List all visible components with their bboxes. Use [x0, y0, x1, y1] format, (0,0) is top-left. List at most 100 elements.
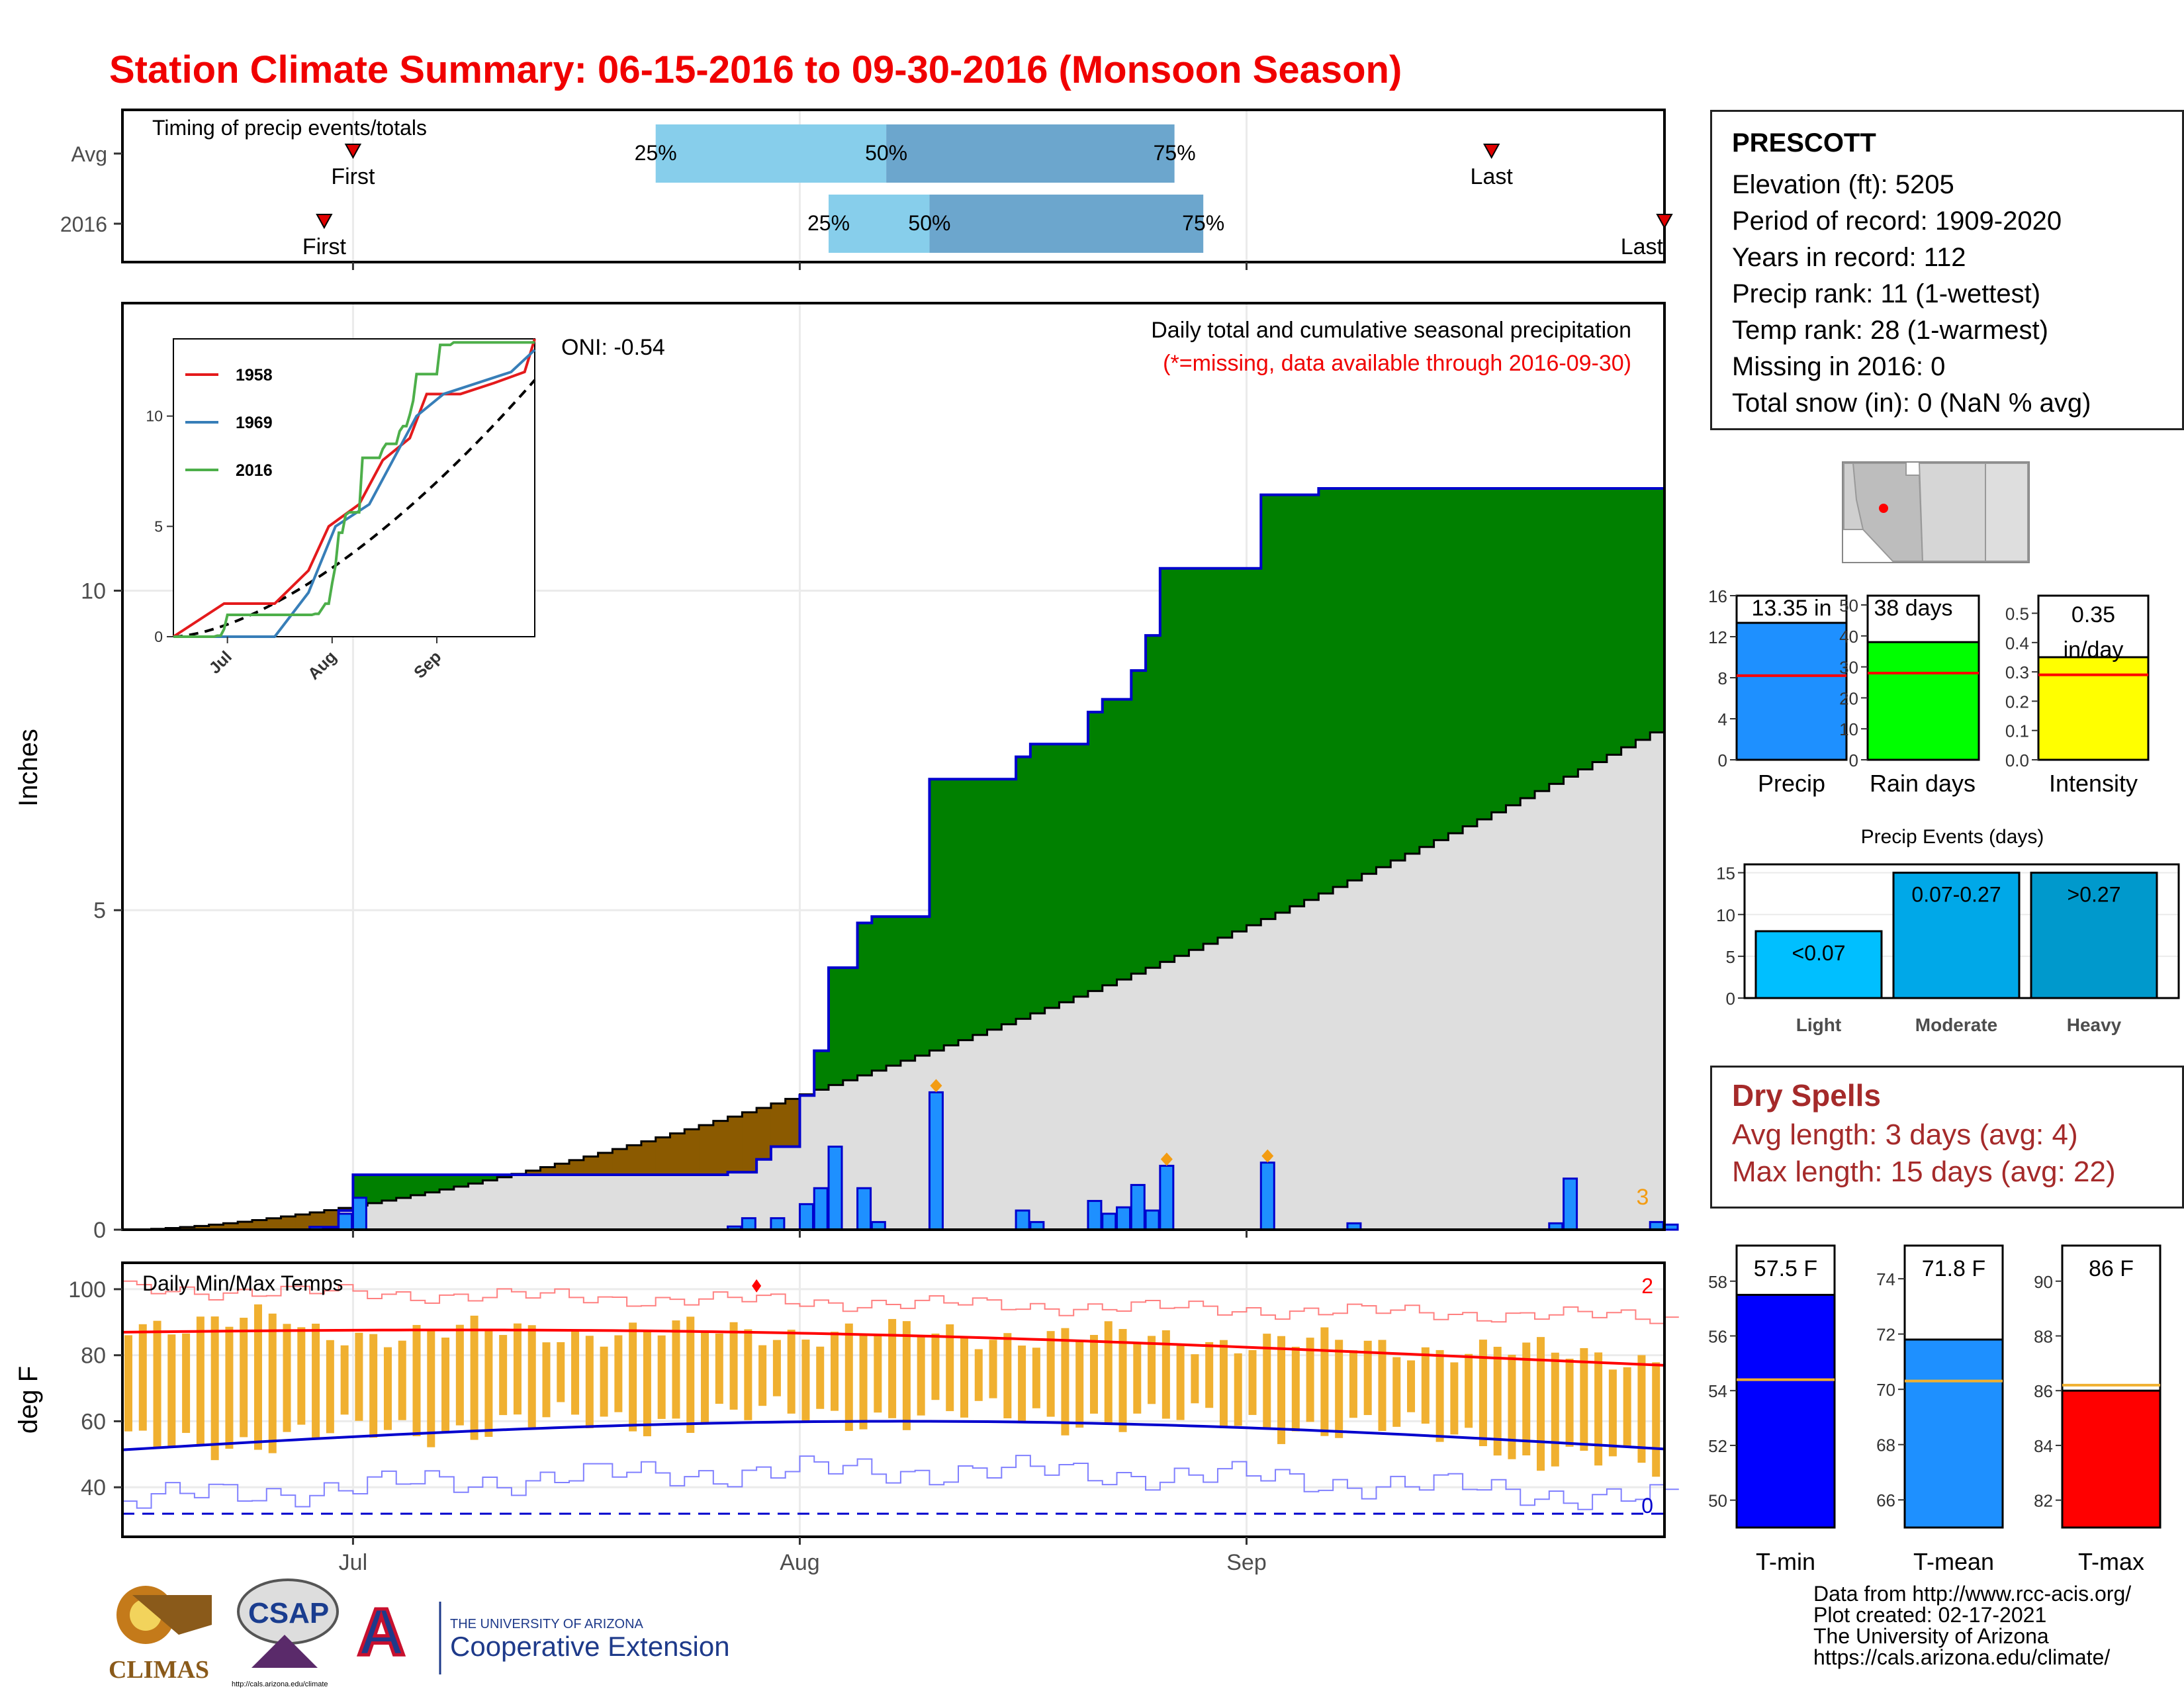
station-location-dot: [1879, 504, 1888, 513]
daily-temp-bar: [831, 1332, 839, 1410]
temp-bar-0-tick-label: 54: [1708, 1381, 1727, 1401]
precip-surplus-segment: [1304, 495, 1319, 900]
precip-surplus-segment: [814, 1051, 829, 1090]
precip-surplus-segment: [858, 923, 872, 1075]
daily-temp-bar: [427, 1330, 435, 1447]
precip-surplus-segment: [382, 1175, 396, 1201]
precip-bar-1-tick-label: 10: [1839, 719, 1858, 739]
precip-event-category-label: Moderate: [1915, 1015, 1997, 1035]
daily-temp-bar: [1594, 1352, 1602, 1465]
timing-q25-label: 25%: [635, 141, 677, 165]
precip-surplus-segment: [1001, 779, 1016, 1024]
temp-bar-0-tick-label: 56: [1708, 1326, 1727, 1346]
temp-bar-2-tick-label: 88: [2034, 1326, 2053, 1346]
daily-temp-bar: [1392, 1357, 1400, 1427]
daily-temp-bar: [1119, 1329, 1127, 1432]
precip-surplus-segment: [1073, 744, 1088, 997]
intensity-unit-label: in/day: [2064, 637, 2124, 663]
daily-temp-bar: [600, 1347, 608, 1417]
inset-y-tick-label: 0: [154, 628, 163, 645]
temp-bar-1-bar: [1905, 1340, 2003, 1528]
precip-deficit-segment: [771, 1103, 786, 1146]
inset-frame: [173, 339, 535, 637]
precip-surplus-segment: [367, 1175, 382, 1203]
precip-surplus-segment: [1290, 495, 1304, 907]
temp-bar-1-tick-label: 70: [1876, 1380, 1895, 1400]
precip-bar-1-tick-label: 50: [1839, 596, 1858, 616]
daily-temp-bar: [1249, 1350, 1257, 1415]
temp-bar-2-tick-label: 90: [2034, 1272, 2053, 1292]
daily-precip-bar: [858, 1188, 871, 1230]
dry-spells-max: Max length: 15 days (avg: 22): [1732, 1154, 2162, 1191]
daily-precip-bar: [742, 1218, 755, 1230]
daily-temp-bar: [1465, 1354, 1473, 1428]
precip-surplus-segment: [1347, 488, 1362, 880]
daily-temp-bar: [758, 1346, 766, 1406]
daily-temp-bar: [931, 1334, 939, 1400]
precip-surplus-segment: [829, 968, 843, 1085]
daily-temp-bar: [557, 1342, 565, 1402]
station-years: Years in record: 112: [1732, 240, 2162, 276]
daily-temp-bar: [355, 1333, 363, 1421]
daily-precip-bar: [799, 1204, 813, 1230]
daily-temp-bar: [1551, 1353, 1559, 1467]
timing-title: Timing of precip events/totals: [152, 116, 427, 140]
credits: Data from http://www.rcc-acis.org/ Plot …: [1813, 1583, 2131, 1668]
daily-temp-bar: [874, 1334, 882, 1412]
precip-surplus-segment: [1218, 569, 1232, 938]
csap-text: CSAP: [248, 1597, 329, 1629]
precip-surplus-segment: [1564, 488, 1578, 777]
timing-q50-label: 50%: [908, 211, 950, 235]
csap-url: http://cals.arizona.edu/climate: [232, 1680, 328, 1688]
precip-deficit-segment: [252, 1220, 267, 1230]
precip-surplus-segment: [1275, 495, 1290, 913]
precip-bar-1-tick-label: 30: [1839, 658, 1858, 678]
precip-surplus-segment: [411, 1175, 426, 1195]
ua-big-text: Cooperative Extension: [450, 1631, 730, 1662]
daily-temp-bar: [1133, 1343, 1141, 1414]
timing-row-label: 2016: [60, 212, 107, 236]
precip-surplus-segment: [1203, 569, 1218, 944]
daily-temp-bar: [283, 1324, 291, 1432]
daily-temp-bar: [629, 1322, 637, 1431]
daily-temp-bar: [801, 1340, 809, 1422]
daily-temp-bar: [1479, 1340, 1487, 1446]
precip-surplus-segment: [396, 1175, 411, 1198]
station-name: PRESCOTT: [1732, 125, 2162, 161]
precip-deficit-segment: [641, 1142, 656, 1175]
precip-surplus-segment: [1477, 488, 1492, 819]
precip-surplus-segment: [1131, 670, 1146, 974]
map-texas: [1985, 463, 2028, 561]
inset-legend-label: 1969: [236, 414, 273, 432]
station-precip-rank: Precip rank: 11 (1-wettest): [1732, 276, 2162, 312]
precip-deficit-segment: [742, 1113, 756, 1172]
precip-surplus-segment: [1261, 495, 1275, 919]
timing-first-label: First: [302, 234, 347, 259]
daily-temp-bar: [154, 1321, 161, 1449]
daily-temp-bar: [1508, 1355, 1516, 1459]
dry-spells-avg: Avg length: 3 days (avg: 4): [1732, 1117, 2162, 1154]
precip-bar-0-tick-label: 16: [1708, 586, 1727, 606]
daily-temp-bar: [1609, 1369, 1617, 1456]
precip-surplus-segment: [958, 779, 973, 1040]
daily-temp-bar: [1220, 1340, 1228, 1428]
temp-bar-1-tick-label: 74: [1876, 1269, 1895, 1289]
temp-bar-category-label: T-max: [2078, 1548, 2144, 1575]
precip-deficit-segment: [612, 1149, 627, 1175]
credit-data-source: Data from http://www.rcc-acis.org/: [1813, 1583, 2131, 1604]
daily-temp-bar: [917, 1336, 925, 1415]
station-snow: Total snow (in): 0 (NaN % avg): [1732, 385, 2162, 422]
station-elevation: Elevation (ft): 5205: [1732, 167, 2162, 203]
ua-a-icon: A: [357, 1595, 405, 1669]
precip-bar-1-bar: [1868, 642, 1979, 760]
daily-temp-bar: [1349, 1350, 1357, 1418]
daily-temp-bar: [312, 1324, 320, 1438]
daily-temp-bar: [672, 1320, 680, 1418]
precip-surplus-segment: [1621, 488, 1636, 747]
daily-precip-bar: [1146, 1211, 1159, 1230]
temp-bar-0-bar: [1737, 1295, 1835, 1528]
daily-temp-bar: [471, 1316, 478, 1440]
temp-bar-category-label: T-min: [1756, 1548, 1815, 1575]
raindays-value-label: 38 days: [1874, 596, 1952, 621]
precip-surplus-segment: [1578, 488, 1592, 770]
